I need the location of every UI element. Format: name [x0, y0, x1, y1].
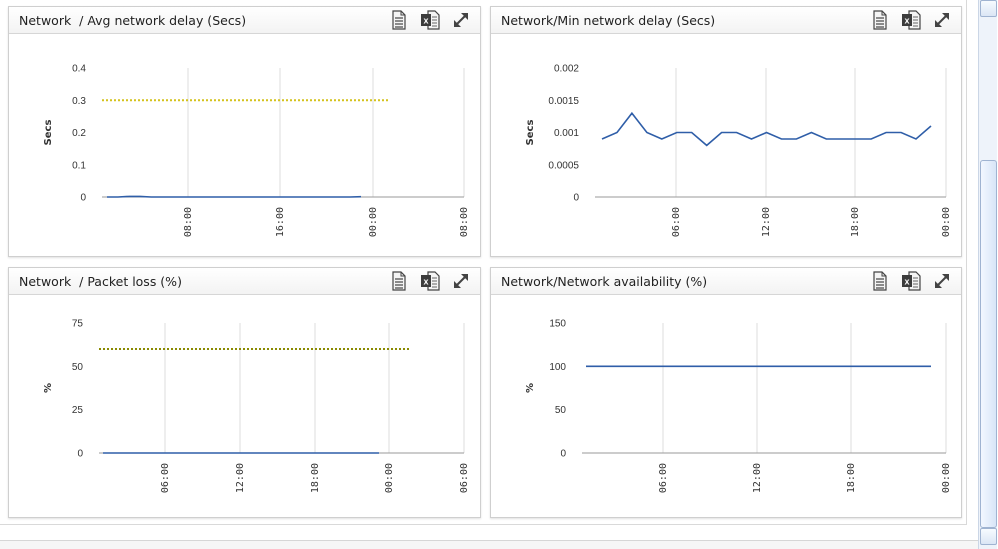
x-tick-label: 08:00	[459, 207, 470, 237]
scroll-thumb[interactable]	[980, 160, 997, 528]
y-tick-label: 0	[77, 449, 83, 460]
y-tick-label: 0	[573, 193, 579, 204]
svg-text:x: x	[904, 16, 909, 26]
y-tick-label: 50	[72, 362, 84, 373]
series-line	[601, 111, 932, 147]
y-tick-label: 0.002	[554, 64, 579, 75]
x-tick-label: 00:00	[368, 207, 379, 237]
expand-icon[interactable]	[932, 10, 952, 30]
x-tick-label: 06:00	[658, 463, 669, 493]
chart-avg-network-delay: 0.4 0.3 0.2 0.1 0 Secs 08:00 16:00 00:00 08:00	[43, 64, 470, 238]
y-tick-label: 0	[560, 449, 566, 460]
report-icon[interactable]	[870, 271, 890, 291]
y-axis-label: %	[525, 383, 536, 393]
panel-packet-loss: Network / Packet loss (%) x 75 50 25 0% 06:0…	[8, 267, 481, 518]
report-icon[interactable]	[389, 10, 409, 30]
panel-header: Network / Packet loss (%) x	[9, 268, 480, 295]
y-tick-label: 0.0015	[548, 96, 579, 107]
y-tick-label: 25	[72, 405, 84, 416]
x-tick-label: 00:00	[941, 207, 952, 237]
x-tick-label: 18:00	[846, 463, 857, 493]
x-tick-label: 18:00	[310, 463, 321, 493]
chart-network-availability: 150 100 50 0% 06:00 12:00 18:00 00:00	[525, 319, 952, 494]
panel-title: Network / Packet loss (%)	[19, 274, 182, 289]
svg-text:x: x	[904, 277, 909, 287]
vertical-scrollbar[interactable]	[978, 0, 997, 549]
x-tick-label: 12:00	[761, 207, 772, 237]
scroll-down-button[interactable]	[980, 528, 997, 545]
y-tick-label: 0.3	[72, 96, 86, 107]
report-icon[interactable]	[389, 271, 409, 291]
x-tick-label: 12:00	[752, 463, 763, 493]
panel-header: Network/Min network delay (Secs) x	[491, 7, 961, 34]
y-tick-label: 75	[72, 319, 84, 330]
y-tick-label: 0.1	[72, 160, 86, 171]
y-axis-label: Secs	[43, 120, 54, 146]
panel-network-availability: Network/Network availability (%) x 150 10…	[490, 267, 962, 518]
x-tick-label: 06:00	[160, 463, 171, 493]
x-tick-label: 00:00	[384, 463, 395, 493]
scroll-up-button[interactable]	[980, 0, 997, 17]
panel-avg-network-delay: Network / Avg network delay (Secs) x 0.4…	[8, 6, 481, 257]
expand-icon[interactable]	[451, 10, 471, 30]
x-tick-label: 18:00	[850, 207, 861, 237]
panel-title: Network/Min network delay (Secs)	[501, 13, 716, 28]
y-tick-label: 0	[80, 193, 86, 204]
svg-text:x: x	[423, 16, 428, 26]
excel-export-icon[interactable]: x	[901, 271, 921, 291]
y-tick-label: 0.2	[72, 128, 86, 139]
x-tick-label: 06:00	[671, 207, 682, 237]
svg-text:x: x	[423, 277, 428, 287]
report-icon[interactable]	[870, 10, 890, 30]
panel-title: Network / Avg network delay (Secs)	[19, 13, 247, 28]
x-tick-label: 16:00	[275, 207, 286, 237]
y-tick-label: 50	[555, 405, 567, 416]
panel-header: Network / Avg network delay (Secs) x	[9, 7, 480, 34]
y-tick-label: 150	[549, 319, 566, 330]
series-line	[107, 195, 362, 198]
chart-packet-loss: 75 50 25 0% 06:00 12:00 18:00 00:00 06:00	[43, 319, 470, 494]
horizontal-scrollbar[interactable]	[0, 540, 978, 549]
excel-export-icon[interactable]: x	[420, 271, 440, 291]
x-tick-label: 08:00	[183, 207, 194, 237]
y-tick-label: 0.4	[72, 64, 86, 75]
y-axis-label: Secs	[525, 120, 536, 146]
y-axis-label: %	[43, 383, 54, 393]
x-tick-label: 06:00	[459, 463, 470, 493]
chart-min-network-delay: 0.002 0.0015 0.001 0.0005 0 Secs 06:00 12:00 18:…	[525, 64, 952, 238]
expand-icon[interactable]	[932, 271, 952, 291]
panel-title: Network/Network availability (%)	[501, 274, 708, 289]
panel-header: Network/Network availability (%) x	[491, 268, 961, 295]
dashboard-area	[0, 0, 967, 525]
x-tick-label: 00:00	[941, 463, 952, 493]
panel-min-network-delay: Network/Min network delay (Secs) x 0.002…	[490, 6, 962, 257]
excel-export-icon[interactable]: x	[420, 10, 440, 30]
y-tick-label: 0.0005	[548, 160, 579, 171]
expand-icon[interactable]	[451, 271, 471, 291]
excel-export-icon[interactable]: x	[901, 10, 921, 30]
x-tick-label: 12:00	[235, 463, 246, 493]
y-tick-label: 100	[549, 362, 566, 373]
y-tick-label: 0.001	[554, 128, 579, 139]
